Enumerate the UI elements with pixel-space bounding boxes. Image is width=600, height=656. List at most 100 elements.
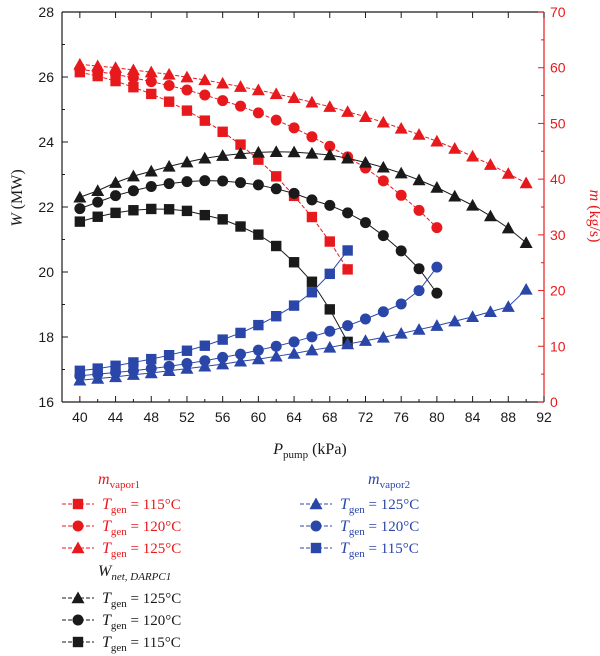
data-point — [359, 313, 371, 325]
data-point — [217, 95, 229, 107]
data-point — [466, 149, 480, 162]
data-point — [324, 268, 335, 280]
data-point — [466, 310, 480, 322]
data-point — [519, 176, 533, 189]
data-point — [144, 164, 158, 177]
data-point — [288, 187, 300, 199]
axes-frame — [61, 11, 545, 403]
legend-marker — [72, 614, 84, 626]
y-left-tick-label: 20 — [38, 264, 54, 280]
data-point — [128, 357, 139, 368]
y-right-tick-label: 50 — [550, 115, 566, 131]
data-point — [235, 177, 247, 189]
data-point — [269, 145, 283, 157]
x-tick-label: 40 — [72, 409, 88, 425]
data-point — [323, 148, 337, 161]
data-point — [431, 287, 443, 299]
data-point — [252, 179, 264, 191]
data-point — [306, 287, 318, 298]
data-point — [162, 159, 176, 172]
data-point — [288, 257, 300, 268]
data-point — [323, 340, 337, 353]
x-tick-label: 92 — [536, 409, 552, 425]
data-point — [216, 149, 230, 161]
data-point — [163, 350, 175, 361]
data-point — [73, 190, 87, 203]
data-point — [199, 115, 211, 126]
data-point — [74, 216, 86, 227]
legend-entry-label: Tgen = 120°C — [102, 612, 181, 632]
data-point — [109, 61, 123, 73]
data-point — [501, 221, 515, 234]
data-point — [235, 327, 246, 339]
data-point — [394, 166, 408, 179]
y-left-tick-label: 26 — [38, 69, 54, 85]
y-axis-left-label: W (MW) — [9, 169, 26, 226]
data-point — [270, 114, 282, 126]
legend-marker — [72, 498, 84, 510]
y-right-tick-label: 70 — [550, 4, 566, 20]
legend-entry: Tgen = 125°C — [300, 496, 419, 516]
data-point — [199, 340, 211, 351]
legend-entry: Tgen = 120°C — [62, 612, 181, 632]
x-tick-label: 88 — [501, 409, 517, 425]
data-point — [377, 175, 389, 187]
data-point — [412, 128, 426, 140]
data-point — [199, 89, 211, 101]
data-point — [198, 73, 212, 86]
legend-entry-label: Tgen = 125°C — [102, 540, 181, 560]
data-point — [288, 300, 300, 311]
data-point — [287, 347, 301, 359]
y-left-tick-label: 24 — [38, 134, 54, 150]
legend-title-mvapor2: mvapor2 — [368, 471, 410, 491]
y-left-tick-label: 22 — [38, 199, 54, 215]
data-point — [92, 363, 103, 374]
data-point — [253, 154, 264, 165]
data-point — [198, 151, 212, 164]
series-wnet-circle — [74, 175, 443, 299]
data-point — [271, 311, 282, 322]
data-point — [73, 57, 87, 70]
data-point — [180, 155, 194, 168]
data-point — [163, 360, 175, 372]
data-point — [270, 340, 282, 352]
data-point — [91, 59, 105, 72]
legend-entry: Tgen = 115°C — [62, 496, 181, 516]
legend-title-wnet: Wnet, DARPC1 — [98, 563, 171, 583]
data-point — [162, 67, 176, 80]
x-tick-label: 76 — [393, 409, 409, 425]
x-tick-label: 48 — [143, 409, 159, 425]
data-point — [128, 205, 139, 216]
data-point — [412, 173, 426, 186]
data-point — [431, 222, 443, 234]
y-right-tick-label: 30 — [550, 227, 566, 243]
data-point — [501, 300, 515, 312]
legend-entry: Tgen = 125°C — [62, 590, 181, 610]
data-point — [126, 63, 140, 76]
data-point — [342, 264, 353, 275]
y-left-tick-label: 28 — [38, 4, 54, 20]
data-point — [359, 217, 371, 229]
data-point — [269, 349, 283, 362]
tick-labels: 40 44 48 52 56 60 64 68 72 76 80 84 88 92 16 18 20 22 24 26… — [38, 4, 565, 425]
data-point — [181, 205, 193, 217]
data-point — [163, 204, 175, 215]
data-point — [163, 80, 175, 92]
data-point — [216, 357, 230, 370]
data-point — [235, 100, 247, 112]
legend-entry: Tgen = 115°C — [300, 540, 419, 560]
data-point — [217, 214, 228, 225]
series-wnet-square — [74, 203, 353, 348]
data-point — [181, 105, 193, 116]
data-point — [306, 131, 318, 143]
data-point — [288, 122, 300, 134]
legend-entry-label: Tgen = 125°C — [340, 496, 419, 516]
legend-marker — [72, 636, 84, 648]
data-point — [199, 355, 211, 367]
x-tick-label: 60 — [251, 409, 267, 425]
data-point — [235, 348, 247, 360]
series-line — [79, 71, 349, 270]
legend-entry-label: Tgen = 115°C — [102, 496, 181, 516]
